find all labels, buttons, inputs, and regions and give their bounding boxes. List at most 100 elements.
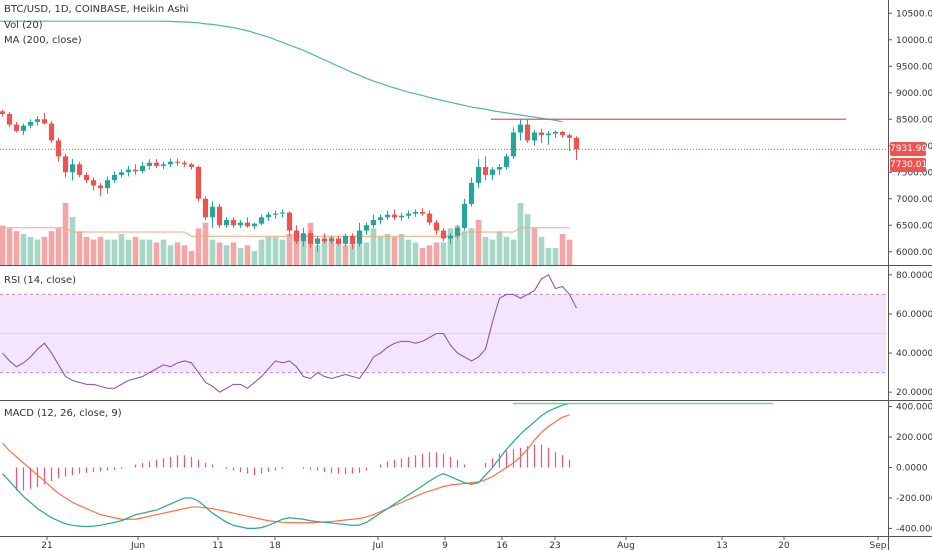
candle-body	[447, 235, 454, 239]
volume-bar	[195, 228, 202, 265]
candle-body	[342, 235, 349, 244]
volume-bar	[90, 239, 97, 265]
rsi-line	[2, 274, 577, 393]
volume-bar	[167, 245, 174, 265]
volume-bar	[139, 239, 146, 265]
volume-bar	[475, 219, 482, 265]
volume-bar	[496, 231, 503, 265]
candle-body	[384, 214, 391, 218]
volume-bar	[363, 242, 370, 265]
candle-body	[335, 238, 342, 244]
volume-bar	[377, 236, 384, 265]
volume-bar	[384, 234, 391, 265]
volume-bar	[104, 239, 111, 265]
volume-bar	[13, 231, 20, 265]
volume-bar	[412, 242, 419, 265]
candle-body	[6, 113, 13, 125]
volume-bar	[566, 239, 573, 265]
price-axis-label: 10500.00	[896, 9, 932, 19]
volume-bar	[223, 245, 230, 265]
volume-bar	[27, 236, 34, 265]
candle-body	[181, 162, 188, 165]
volume-bar	[125, 239, 132, 265]
macd-signal-line	[2, 414, 570, 524]
candle-body	[279, 212, 286, 214]
candle-body	[405, 213, 412, 216]
candle-body	[167, 161, 174, 165]
volume-legend[interactable]: Vol (20)	[4, 20, 43, 31]
candle-body	[559, 131, 566, 136]
candle-body	[566, 135, 573, 138]
volume-bar	[314, 245, 321, 265]
last-price-tag: 7931.90	[890, 142, 928, 157]
volume-bar	[398, 234, 405, 265]
candle-body	[97, 185, 104, 189]
volume-bar	[188, 250, 195, 265]
candle-body	[90, 180, 97, 186]
macd-axis-label: -400.0000	[896, 524, 932, 534]
candle-body	[517, 124, 524, 133]
volume-bar	[510, 239, 517, 265]
time-axis-label: 20	[778, 541, 790, 550]
price-axis-label: 9500.00	[896, 62, 932, 72]
time-axis-label: Jul	[372, 541, 384, 550]
candle-body	[552, 131, 559, 134]
macd-line	[2, 402, 570, 529]
rsi-legend[interactable]: RSI (14, close)	[4, 275, 77, 286]
candle-body	[503, 156, 510, 167]
symbol-legend[interactable]: BTC/USD, 1D, COINBASE, Heikin Ashi	[4, 4, 189, 15]
candle-body	[104, 180, 111, 189]
volume-bar	[559, 234, 566, 265]
ma-legend[interactable]: MA (200, close)	[4, 35, 82, 46]
volume-bar	[174, 242, 181, 265]
price-axis-label: 6000.00	[896, 248, 932, 258]
candle-body	[475, 166, 482, 183]
rsi-axis-label: 40.0000	[896, 349, 932, 359]
volume-bar	[391, 236, 398, 265]
candle-body	[328, 238, 335, 242]
volume-bar	[20, 234, 27, 265]
volume-bar	[251, 250, 258, 265]
candle-body	[286, 212, 293, 231]
volume-bar	[111, 239, 118, 265]
volume-bar	[55, 228, 62, 265]
candle-body	[468, 182, 475, 205]
volume-bar	[216, 242, 223, 265]
candle-body	[209, 206, 216, 218]
volume-bar	[468, 228, 475, 265]
volume-bar	[265, 236, 272, 265]
price-axis-label: 10000.00	[896, 36, 932, 46]
time-axis-label: 16	[496, 541, 508, 550]
volume-bar	[321, 239, 328, 265]
candle-body	[83, 174, 90, 181]
volume-bar	[146, 239, 153, 265]
macd-legend[interactable]: MACD (12, 26, close, 9)	[4, 408, 122, 419]
volume-bar	[202, 222, 209, 265]
volume-bar	[342, 245, 349, 265]
volume-bar	[489, 239, 496, 265]
volume-bar	[328, 236, 335, 265]
candle-body	[524, 124, 531, 141]
candle-body	[293, 230, 300, 242]
volume-bar	[97, 236, 104, 265]
volume-bar	[461, 231, 468, 265]
volume-bar	[524, 214, 531, 265]
time-axis-label: 13	[716, 541, 727, 550]
volume-bar	[6, 228, 13, 265]
volume-bar	[83, 236, 90, 265]
volume-bar	[209, 239, 216, 265]
time-axis-label: 23	[549, 541, 560, 550]
candle-body	[230, 219, 237, 226]
candle-body	[538, 132, 545, 136]
volume-bar	[62, 203, 69, 265]
volume-bar	[41, 236, 48, 265]
candle-body	[125, 169, 132, 173]
candle-body	[48, 123, 55, 141]
candle-body	[55, 140, 62, 157]
candle-body	[272, 213, 279, 215]
candle-body	[195, 166, 202, 199]
rsi-axis-label: 80.0000	[896, 271, 932, 281]
candle-body	[118, 172, 125, 175]
